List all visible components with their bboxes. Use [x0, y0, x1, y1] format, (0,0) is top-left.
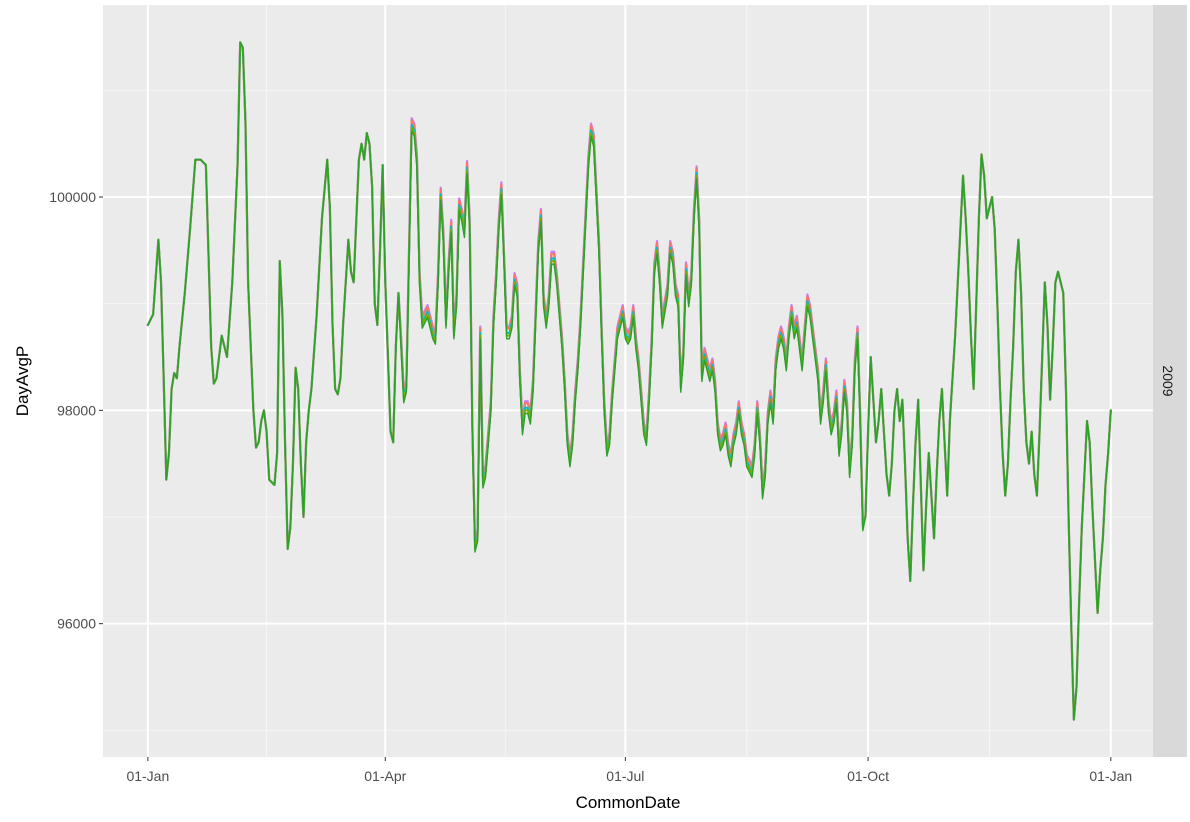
x-tick-label: 01-Oct: [847, 768, 889, 784]
minor-gridlines: [103, 5, 1153, 757]
y-tick-label: 96000: [57, 616, 96, 632]
y-axis-title: DayAvgP: [13, 346, 32, 417]
series-line: [147, 41, 1112, 721]
x-tick-label: 01-Apr: [364, 768, 406, 784]
x-tick-label: 01-Jul: [606, 768, 644, 784]
y-tick-label: 98000: [57, 402, 96, 418]
major-gridlines: [103, 5, 1153, 757]
series-layer: [146, 41, 1112, 721]
facet-strip: [1153, 5, 1187, 757]
x-tick-label: 01-Jan: [1089, 768, 1132, 784]
y-tick-label: 100000: [49, 189, 96, 205]
y-axis: 96000 98000 100000: [49, 189, 103, 632]
x-tick-label: 01-Jan: [126, 768, 169, 784]
plot-panel: [103, 5, 1153, 757]
facet-label: 2009: [1160, 365, 1176, 396]
x-axis-title: CommonDate: [576, 793, 681, 812]
x-axis: 01-Jan 01-Apr 01-Jul 01-Oct 01-Jan: [126, 757, 1132, 784]
